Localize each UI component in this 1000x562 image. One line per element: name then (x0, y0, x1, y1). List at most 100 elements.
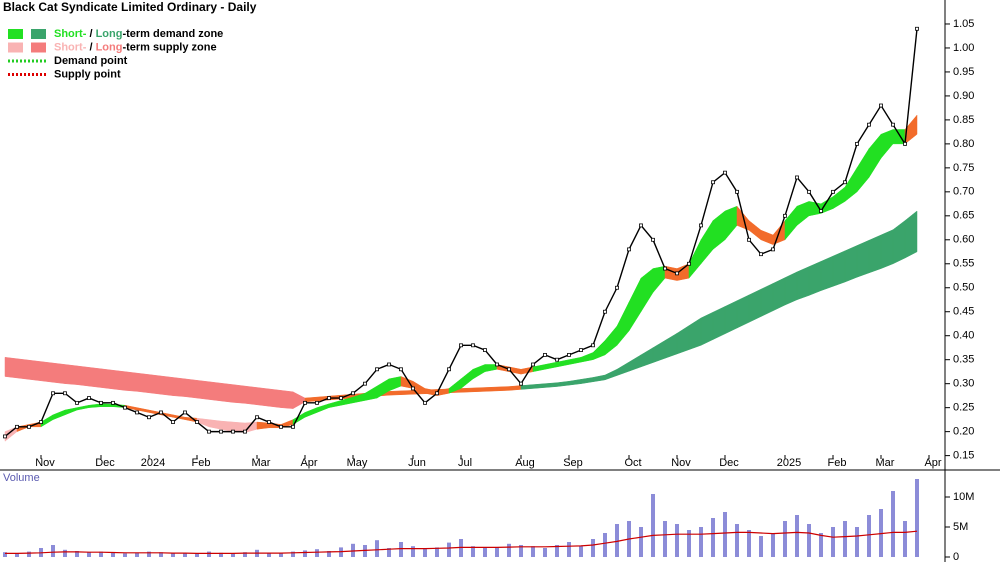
long-term-zone (724, 300, 738, 335)
volume-bar (243, 552, 247, 557)
y-tick-label: 0.30 (953, 378, 974, 390)
long-term-zone (484, 386, 498, 392)
x-tick-label: May (347, 457, 368, 469)
price-bar (243, 429, 247, 434)
price-bar (519, 381, 523, 386)
price-bar (651, 237, 655, 242)
volume-bar (27, 551, 31, 557)
long-term-zone (700, 311, 714, 346)
x-tick-label: Nov (35, 457, 55, 469)
price-bar (435, 391, 439, 396)
price-layer (3, 26, 919, 439)
volume-bar (747, 530, 751, 557)
price-bar (303, 400, 307, 405)
price-bar (915, 26, 919, 31)
volume-bar (819, 533, 823, 557)
volume-bar (831, 527, 835, 557)
x-tick-label: Sep (563, 457, 583, 469)
price-bar (603, 309, 607, 314)
volume-bar (231, 553, 235, 557)
x-tick-label: Mar (252, 457, 271, 469)
long-term-zone (748, 288, 762, 323)
price-bar (627, 247, 631, 252)
volume-bar (219, 552, 223, 557)
long-term-zone (532, 383, 546, 389)
price-bar (351, 391, 355, 396)
price-bar (639, 223, 643, 228)
legend-long: Long (96, 41, 123, 53)
y-tick-label: 0.55 (953, 258, 974, 270)
price-bar (483, 348, 487, 353)
volume-bar (411, 546, 415, 557)
x-tick-label: Apr (924, 457, 941, 469)
long-term-zone (388, 390, 402, 396)
price-bar (399, 367, 403, 372)
price-bar (867, 122, 871, 127)
price-bar (27, 424, 31, 429)
volume-bar (615, 524, 619, 557)
legend-swatch (31, 29, 46, 39)
volume-bar (63, 549, 67, 557)
price-bar (423, 400, 427, 405)
price-bar (471, 343, 475, 348)
price-bar (675, 271, 679, 276)
price-bar (447, 367, 451, 372)
long-term-zone (148, 374, 162, 395)
volume-bar (195, 554, 199, 557)
x-tick-label: Dec (719, 457, 739, 469)
price-bar (555, 357, 559, 362)
volume-bar (807, 524, 811, 557)
volume-bar (543, 548, 547, 557)
price-bar (75, 400, 79, 405)
y-tick-label: 0.25 (953, 402, 974, 414)
price-bar (459, 343, 463, 348)
price-bar (771, 247, 775, 252)
volume-bar (891, 491, 895, 557)
y-tick-label: 0.65 (953, 210, 974, 222)
volume-bar (387, 548, 391, 557)
volume-bar (519, 545, 523, 557)
volume-bar (87, 552, 91, 557)
legend-label: Short- / Long-term supply zone (54, 41, 217, 53)
price-bar (723, 170, 727, 175)
volume-bar (375, 540, 379, 557)
volume-title: Volume (3, 472, 40, 484)
price-bar (735, 189, 739, 194)
volume-bar (291, 551, 295, 557)
legend-swatch (31, 42, 46, 53)
price-bar (135, 410, 139, 415)
price-bar (579, 348, 583, 353)
volume-bar (555, 545, 559, 557)
long-term-zone (124, 371, 138, 392)
y-tick-label: 0.85 (953, 114, 974, 126)
y-tick-label: 0.50 (953, 282, 974, 294)
volume-bar (135, 552, 139, 557)
volume-bar (279, 553, 283, 557)
long-term-zone (64, 364, 78, 385)
volume-bar (315, 549, 319, 557)
volume-bar (147, 551, 151, 557)
long-term-zone (232, 384, 246, 404)
price-bar (207, 429, 211, 434)
y-tick-label: 1.00 (953, 42, 974, 54)
legend-short: Short- (54, 41, 87, 53)
price-bar (891, 122, 895, 127)
price-bar (111, 400, 115, 405)
price-bar (807, 189, 811, 194)
price-bar (159, 410, 163, 415)
long-term-zone (460, 387, 474, 393)
price-bar (387, 362, 391, 367)
price-bar (411, 386, 415, 391)
y-tick-label: 0.95 (953, 66, 974, 78)
long-term-zone (28, 359, 42, 382)
volume-bar (399, 542, 403, 557)
x-tick-label: Nov (671, 457, 691, 469)
volume-bar (483, 548, 487, 557)
volume-bar (759, 536, 763, 557)
volume-bar (663, 521, 667, 557)
long-term-zone (76, 365, 90, 387)
long-term-zone (856, 239, 870, 278)
long-term-zone (196, 380, 210, 400)
price-bar (123, 405, 127, 410)
